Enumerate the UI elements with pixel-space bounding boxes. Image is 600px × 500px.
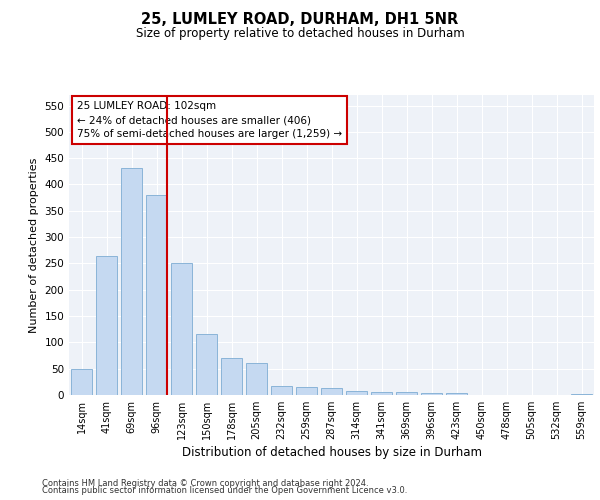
X-axis label: Distribution of detached houses by size in Durham: Distribution of detached houses by size … — [182, 446, 482, 459]
Bar — [246, 364, 267, 395]
Text: 25 LUMLEY ROAD: 102sqm
← 24% of detached houses are smaller (406)
75% of semi-de: 25 LUMLEY ROAD: 102sqm ← 24% of detached… — [77, 101, 342, 139]
Bar — [121, 168, 142, 395]
Bar — [96, 256, 117, 395]
Bar — [321, 388, 342, 395]
Text: 25, LUMLEY ROAD, DURHAM, DH1 5NR: 25, LUMLEY ROAD, DURHAM, DH1 5NR — [142, 12, 458, 28]
Bar — [146, 195, 167, 395]
Bar — [71, 368, 92, 395]
Bar — [171, 264, 192, 395]
Text: Contains HM Land Registry data © Crown copyright and database right 2024.: Contains HM Land Registry data © Crown c… — [42, 478, 368, 488]
Text: Contains public sector information licensed under the Open Government Licence v3: Contains public sector information licen… — [42, 486, 407, 495]
Bar — [296, 387, 317, 395]
Bar — [371, 392, 392, 395]
Bar — [571, 394, 592, 395]
Bar — [271, 386, 292, 395]
Text: Size of property relative to detached houses in Durham: Size of property relative to detached ho… — [136, 28, 464, 40]
Bar — [396, 392, 417, 395]
Bar — [446, 394, 467, 395]
Bar — [421, 394, 442, 395]
Bar — [221, 358, 242, 395]
Bar — [196, 334, 217, 395]
Y-axis label: Number of detached properties: Number of detached properties — [29, 158, 39, 332]
Bar — [346, 392, 367, 395]
